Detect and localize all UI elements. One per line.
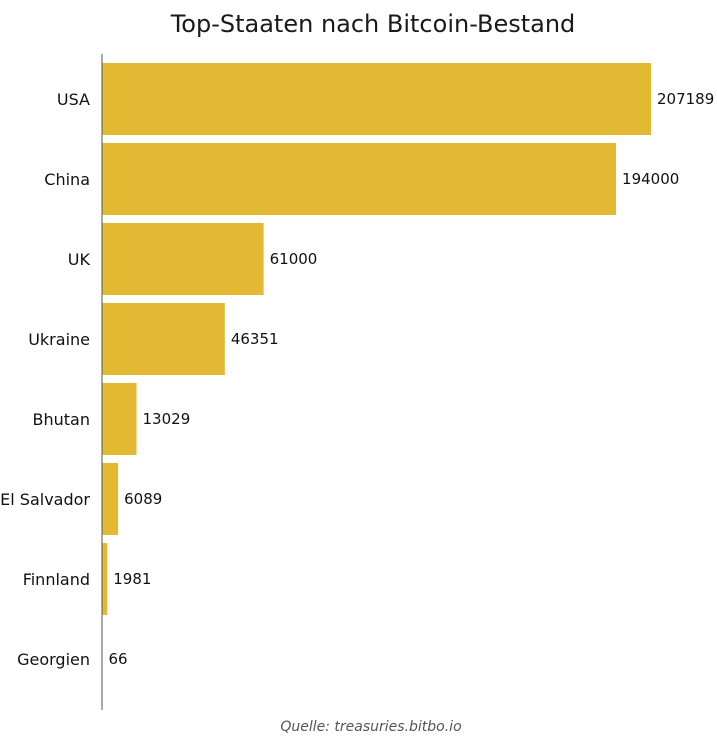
- value-label: 1981: [113, 570, 151, 588]
- category-label: UK: [68, 250, 91, 269]
- value-label: 6089: [124, 490, 162, 508]
- category-label: China: [44, 170, 90, 189]
- category-label: El Salvador: [0, 490, 90, 509]
- value-label: 13029: [143, 410, 191, 428]
- bar-finnland: [102, 543, 108, 615]
- category-label: Georgien: [17, 650, 90, 669]
- bar-usa: [102, 63, 651, 135]
- category-label: Bhutan: [33, 410, 90, 429]
- labels-layer: USA 207189 China 194000 UK 61000 Ukraine 46351 B…: [0, 90, 714, 669]
- bar-bhutan: [102, 383, 137, 455]
- category-label: USA: [57, 90, 90, 109]
- bar-el-salvador: [102, 463, 119, 535]
- bar-china: [102, 143, 617, 215]
- chart-title: Top-Staaten nach Bitcoin-Bestand: [170, 10, 576, 38]
- bars-layer: [102, 63, 651, 695]
- bar-uk: [102, 223, 264, 295]
- value-label: 46351: [231, 330, 279, 348]
- source-caption: Quelle: treasuries.bitbo.io: [280, 719, 461, 735]
- value-label: 66: [109, 650, 128, 668]
- value-label: 194000: [622, 170, 679, 188]
- value-label: 61000: [270, 250, 318, 268]
- value-label: 207189: [657, 90, 714, 108]
- bar-ukraine: [102, 303, 225, 375]
- category-label: Ukraine: [28, 330, 90, 349]
- category-label: Finnland: [23, 570, 90, 589]
